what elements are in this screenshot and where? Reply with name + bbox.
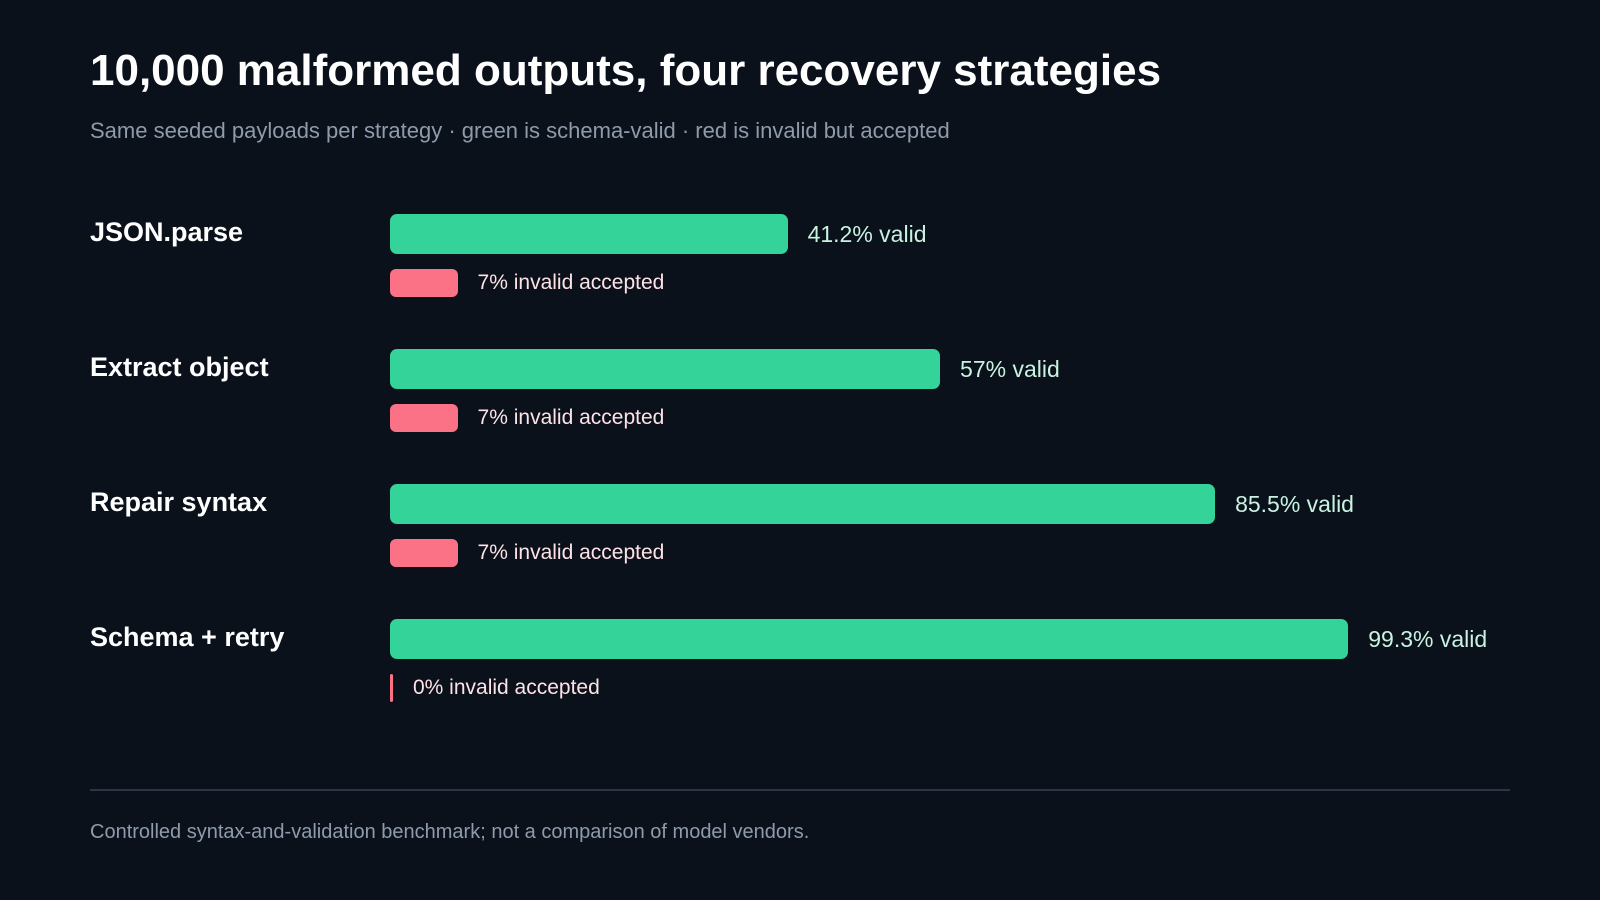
valid-bar (390, 214, 788, 254)
category-label: Extract object (90, 352, 269, 382)
valid-bar (390, 484, 1216, 524)
valid-value-label: 85.5% valid (1235, 491, 1354, 517)
invalid-accepted-bar (390, 674, 393, 702)
invalid-value-label: 7% invalid accepted (477, 541, 665, 564)
chart-title: 10,000 malformed outputs, four recovery … (90, 46, 1162, 95)
category-label: Schema + retry (90, 622, 285, 652)
invalid-value-label: 7% invalid accepted (477, 271, 665, 294)
invalid-accepted-bar (390, 404, 458, 432)
bar-chart: JSON.parse 41.2% valid 7% invalid accepted… (90, 214, 1488, 702)
chart-subtitle: Same seeded payloads per strategy · gree… (90, 118, 950, 143)
valid-bar (390, 349, 941, 389)
footer-divider (90, 789, 1510, 791)
valid-value-label: 57% valid (960, 356, 1060, 382)
valid-value-label: 99.3% valid (1368, 626, 1488, 652)
invalid-accepted-bar (390, 269, 458, 297)
valid-bar (390, 619, 1349, 659)
invalid-value-label: 0% invalid accepted (413, 676, 600, 699)
footnote: Controlled syntax-and-validation benchma… (90, 821, 810, 843)
invalid-accepted-bar (390, 539, 458, 567)
valid-value-label: 41.2% valid (807, 221, 927, 247)
invalid-value-label: 7% invalid accepted (477, 406, 665, 429)
category-label: JSON.parse (90, 217, 244, 247)
category-label: Repair syntax (90, 487, 268, 517)
